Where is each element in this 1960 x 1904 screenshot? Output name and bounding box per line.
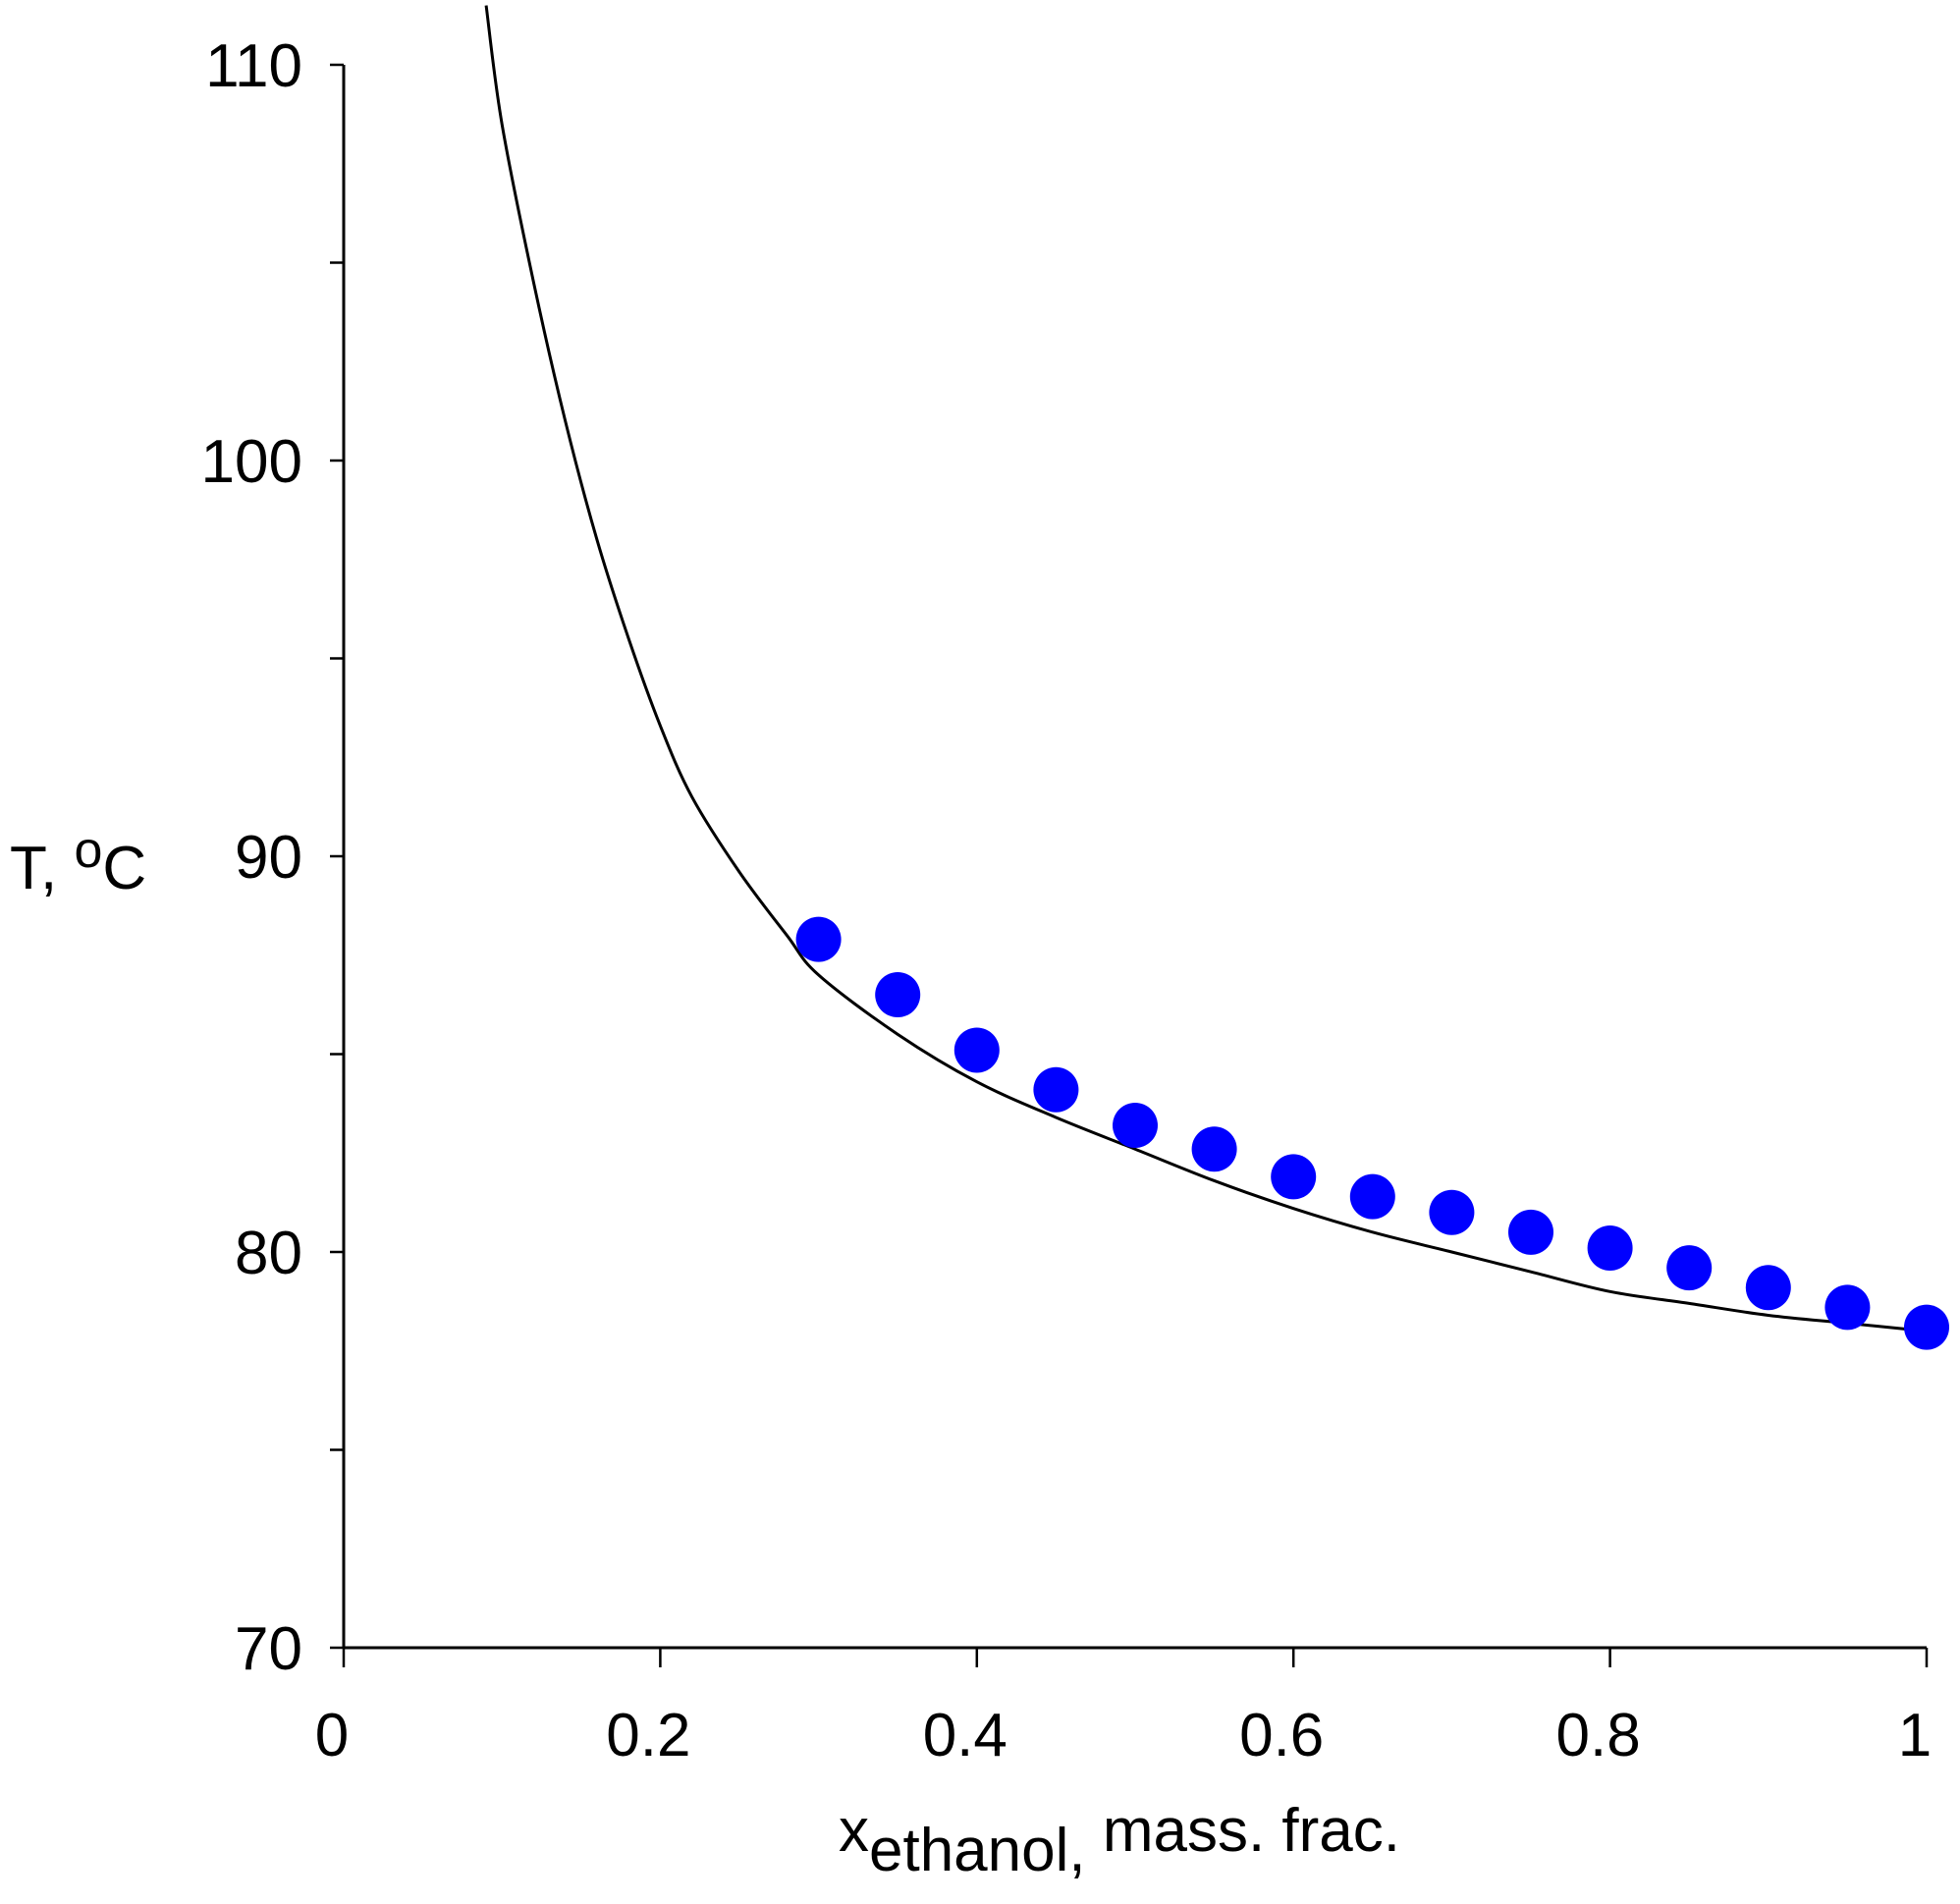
data-point <box>1191 1126 1237 1172</box>
y-axis-label-suffix: C <box>102 835 146 902</box>
y-axis-label-superscript: o <box>74 822 102 879</box>
y-axis-label-main: T, <box>10 835 74 902</box>
x-axis-label-subscript: ethanol, <box>869 1817 1086 1884</box>
y-tick-label: 70 <box>235 1615 302 1683</box>
data-point <box>1508 1209 1553 1255</box>
axes <box>342 65 1927 1650</box>
data-point <box>1904 1304 1949 1350</box>
x-tick-label: 0.2 <box>606 1702 690 1769</box>
x-tick-label: 0 <box>315 1702 349 1769</box>
data-point <box>1349 1173 1395 1220</box>
y-tick-label: 80 <box>235 1220 302 1287</box>
data-point <box>1113 1103 1158 1149</box>
y-tick-label: 110 <box>205 32 302 100</box>
data-point <box>1429 1189 1475 1235</box>
x-tick-label: 0.6 <box>1239 1702 1324 1769</box>
x-tick-label: 0.4 <box>923 1702 1007 1769</box>
data-point <box>1666 1245 1713 1291</box>
ticks: 0 0.2 0.4 0.6 0.8 1 70 80 90 100 110 <box>201 32 1933 1769</box>
y-tick-label: 100 <box>201 428 302 496</box>
data-point <box>1587 1224 1633 1271</box>
x-axis-label-main: x <box>839 1797 869 1865</box>
data-points <box>795 916 1949 1350</box>
data-point <box>795 916 842 962</box>
data-point <box>875 972 921 1018</box>
x-axis-label-suffix: mass. frac. <box>1086 1797 1400 1865</box>
x-axis-label: xethanol, mass. frac. <box>839 1797 1400 1884</box>
data-point <box>1033 1066 1079 1113</box>
x-tick-label: 0.8 <box>1555 1702 1640 1769</box>
fit-curve <box>484 5 1928 1333</box>
data-point <box>1824 1284 1871 1331</box>
x-tick-label: 1 <box>1898 1702 1932 1769</box>
y-tick-label: 90 <box>235 824 302 892</box>
axis-labels: xethanol, mass. frac. T, oC <box>10 822 1400 1884</box>
y-axis-label: T, oC <box>10 822 146 902</box>
data-point <box>1745 1265 1791 1311</box>
data-point <box>1271 1154 1317 1200</box>
fit-curve-layer <box>484 5 1928 1333</box>
data-point <box>953 1027 1000 1073</box>
